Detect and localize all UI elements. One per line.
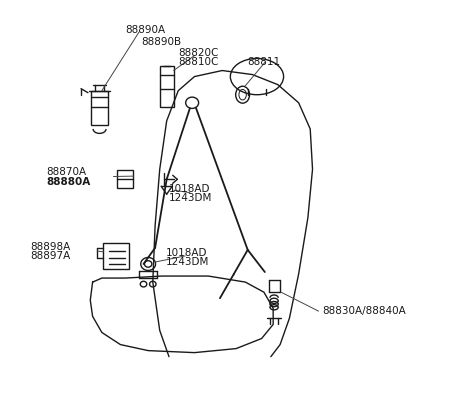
Text: 88890B: 88890B xyxy=(141,37,181,47)
Text: 88898A: 88898A xyxy=(30,242,70,251)
Text: 88811: 88811 xyxy=(248,58,281,67)
Text: 88890A: 88890A xyxy=(125,25,165,35)
Text: 88880A: 88880A xyxy=(46,177,91,187)
Text: 88897A: 88897A xyxy=(30,251,70,261)
Text: 1243DM: 1243DM xyxy=(166,257,209,267)
Text: 88870A: 88870A xyxy=(46,168,87,177)
Text: 88830A/88840A: 88830A/88840A xyxy=(322,306,406,316)
Text: 1018AD: 1018AD xyxy=(166,248,207,258)
Text: 88820C: 88820C xyxy=(178,48,219,58)
Text: 88810C: 88810C xyxy=(178,58,219,67)
Text: 1018AD: 1018AD xyxy=(169,185,211,194)
Text: 1243DM: 1243DM xyxy=(169,193,213,203)
